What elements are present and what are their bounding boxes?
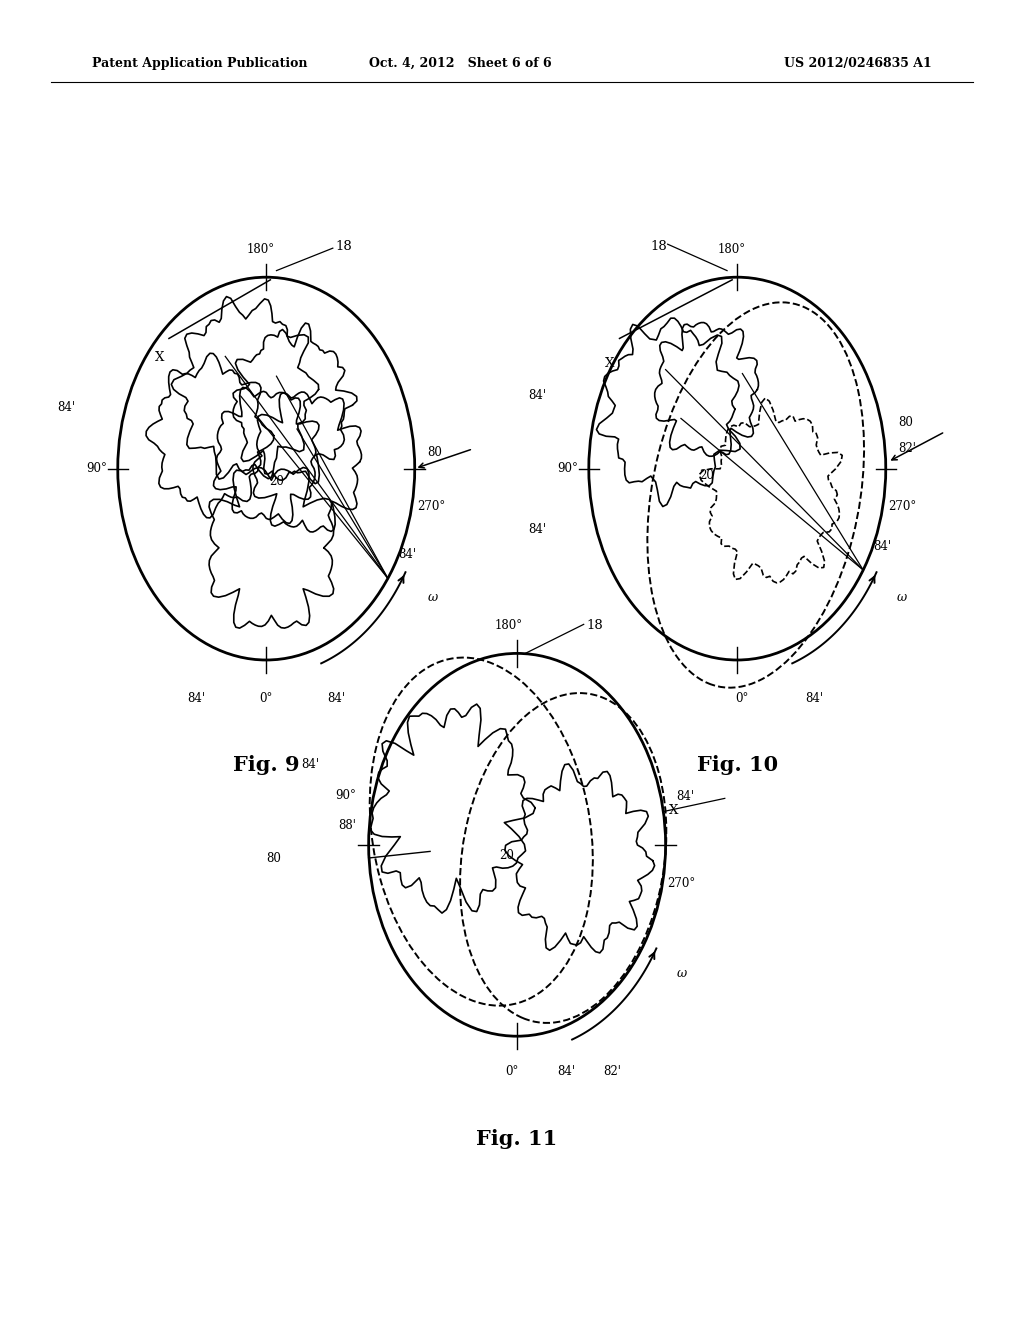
Text: 84': 84' <box>676 791 694 804</box>
Text: 180°: 180° <box>495 619 523 632</box>
Text: 18: 18 <box>587 619 603 632</box>
Text: X: X <box>155 351 164 364</box>
Text: 82': 82' <box>898 442 915 455</box>
Text: 80: 80 <box>266 851 282 865</box>
Text: 180°: 180° <box>718 243 746 256</box>
Text: Patent Application Publication: Patent Application Publication <box>92 57 307 70</box>
Text: Oct. 4, 2012   Sheet 6 of 6: Oct. 4, 2012 Sheet 6 of 6 <box>370 57 552 70</box>
Text: 84': 84' <box>327 692 345 705</box>
Text: ω: ω <box>428 591 438 603</box>
Text: 84': 84' <box>56 401 75 414</box>
Text: 84': 84' <box>873 540 892 553</box>
Text: 180°: 180° <box>247 243 275 256</box>
Text: 18: 18 <box>336 240 352 253</box>
Text: 270°: 270° <box>668 876 696 890</box>
Text: 20: 20 <box>699 469 714 482</box>
Text: 18: 18 <box>651 240 668 253</box>
Text: 20: 20 <box>500 849 514 862</box>
Text: 84': 84' <box>398 548 416 561</box>
Text: 80: 80 <box>898 416 913 429</box>
Text: 84': 84' <box>557 1065 575 1078</box>
Text: US 2012/0246835 A1: US 2012/0246835 A1 <box>784 57 932 70</box>
Text: 270°: 270° <box>417 500 445 513</box>
Text: 84': 84' <box>187 692 206 705</box>
Text: X: X <box>669 804 678 817</box>
Text: ω: ω <box>897 591 907 603</box>
Text: X: X <box>605 356 614 370</box>
Text: 84': 84' <box>527 523 546 536</box>
Text: 270°: 270° <box>888 500 916 513</box>
Text: 84': 84' <box>301 758 319 771</box>
Text: 88': 88' <box>339 820 356 832</box>
Text: Fig. 11: Fig. 11 <box>476 1129 558 1148</box>
Text: 80: 80 <box>427 446 442 459</box>
Text: 84': 84' <box>805 692 823 705</box>
Text: 90°: 90° <box>336 788 356 801</box>
Text: 0°: 0° <box>735 692 750 705</box>
Text: Fig. 10: Fig. 10 <box>696 755 778 775</box>
Text: 90°: 90° <box>558 462 579 475</box>
Text: 0°: 0° <box>259 692 273 705</box>
Text: 20: 20 <box>269 475 284 488</box>
Text: 82': 82' <box>603 1065 622 1078</box>
Text: 84': 84' <box>527 389 546 403</box>
Text: 90°: 90° <box>87 462 108 475</box>
Text: Fig. 9: Fig. 9 <box>232 755 300 775</box>
Text: ω: ω <box>677 968 687 979</box>
Text: 0°: 0° <box>505 1065 519 1078</box>
